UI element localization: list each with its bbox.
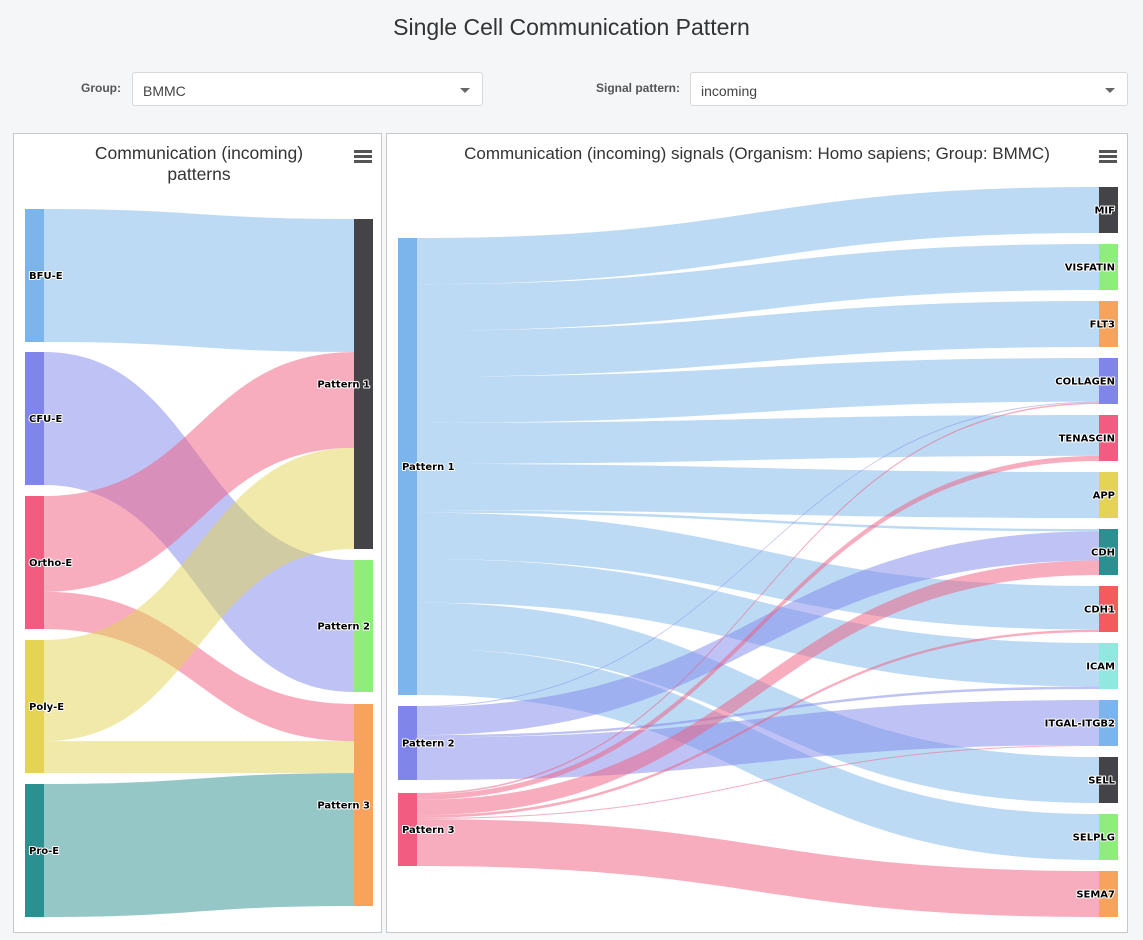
node-cdh1[interactable] <box>1099 586 1118 632</box>
signal-pattern-select-value: incoming <box>701 83 758 99</box>
node-label-app: APP <box>1093 491 1115 502</box>
node-label-flt3: FLT3 <box>1090 320 1115 331</box>
link-pattern-1-to-visfatin[interactable] <box>417 244 1099 331</box>
signals-chart-title: Communication (incoming) signals (Organi… <box>464 144 1050 163</box>
nodes-group <box>398 187 1118 917</box>
node-pattern-1[interactable] <box>398 238 417 695</box>
link-pattern-1-to-cdh[interactable] <box>417 510 1099 532</box>
node-label-itgal-itgb2: ITGAL-ITGB2 <box>1045 719 1115 730</box>
page-title: Single Cell Communication Pattern <box>393 14 750 40</box>
labels-group: Pattern 1 Pattern 2 Pattern 3 MIF VISFATIN FL… <box>401 205 1117 902</box>
node-label-pattern-1: Pattern 1 <box>402 462 455 473</box>
chevron-down-icon <box>1105 88 1115 93</box>
node-label-pattern-2: Pattern 2 <box>317 622 370 633</box>
link-pattern-1-to-flt3[interactable] <box>417 301 1099 377</box>
link-pattern-2-to-cdh[interactable] <box>417 531 1099 736</box>
node-tenascin[interactable] <box>1099 415 1118 461</box>
node-label-pattern-3: Pattern 3 <box>317 801 370 812</box>
node-cfu-e[interactable] <box>25 352 44 485</box>
patterns-chart-title: Communication (incoming) patterns <box>64 143 334 185</box>
signals-chart-panel: Pattern 1 Pattern 2 Pattern 3 MIF VISFATIN FL… <box>386 133 1128 933</box>
node-label-icam: ICAM <box>1086 662 1115 673</box>
node-label-sema7: SEMA7 <box>1076 890 1115 901</box>
links-group <box>44 209 354 917</box>
chart-menu-icon[interactable] <box>354 150 372 164</box>
node-collagen[interactable] <box>1099 358 1118 404</box>
node-sell[interactable] <box>1099 757 1118 803</box>
node-mif[interactable] <box>1099 187 1118 233</box>
node-label-poly-e: Poly-E <box>29 702 64 713</box>
links-group <box>417 187 1099 917</box>
node-icam[interactable] <box>1099 643 1118 689</box>
link-ortho-e-to-pattern-1[interactable] <box>44 352 354 592</box>
link-pattern-3-to-itgal-itgb2[interactable] <box>417 745 1099 820</box>
link-pattern-1-to-tenascin[interactable] <box>417 415 1099 464</box>
node-pro-e[interactable] <box>25 784 44 917</box>
link-poly-e-to-pattern-3[interactable] <box>44 741 354 774</box>
node-poly-e[interactable] <box>25 640 44 773</box>
link-cfu-e-to-pattern-2[interactable] <box>44 352 354 692</box>
patterns-chart-panel: BFU-E CFU-E Ortho-E Poly-E Pro-E Pattern 1 Pat… <box>13 133 382 933</box>
link-pattern-1-to-mif[interactable] <box>417 187 1099 285</box>
link-pattern-2-to-collagen[interactable] <box>417 401 1099 707</box>
link-bfu-e-to-pattern-1[interactable] <box>44 209 354 353</box>
node-flt3[interactable] <box>1099 301 1118 347</box>
link-pattern-3-to-sema7[interactable] <box>417 819 1099 917</box>
signal-pattern-select[interactable]: incoming <box>690 72 1128 106</box>
node-label-sell: SELL <box>1088 776 1115 787</box>
patterns-chart-title-line2: patterns <box>167 164 231 184</box>
nodes-group <box>25 209 373 917</box>
node-bfu-e[interactable] <box>25 209 44 342</box>
link-pattern-3-to-cdh[interactable] <box>417 560 1099 816</box>
node-selplg[interactable] <box>1099 814 1118 860</box>
node-visfatin[interactable] <box>1099 244 1118 290</box>
chart-menu-icon[interactable] <box>1099 150 1117 164</box>
node-label-visfatin: VISFATIN <box>1065 263 1115 274</box>
chevron-down-icon <box>460 88 470 93</box>
link-pattern-3-to-cdh1[interactable] <box>417 629 1099 819</box>
node-label-pro-e: Pro-E <box>29 846 59 857</box>
node-label-mif: MIF <box>1094 206 1115 217</box>
node-pattern-3[interactable] <box>398 793 417 866</box>
node-label-ortho-e: Ortho-E <box>29 558 72 569</box>
node-label-cdh: CDH <box>1091 548 1115 559</box>
node-label-cfu-e: CFU-E <box>29 414 62 425</box>
node-app[interactable] <box>1099 472 1118 518</box>
node-ortho-e[interactable] <box>25 496 44 629</box>
group-label: Group: <box>81 81 121 95</box>
node-pattern-2[interactable] <box>354 560 373 692</box>
node-label-pattern-2: Pattern 2 <box>402 739 455 750</box>
signal-pattern-label: Signal pattern: <box>596 81 681 95</box>
node-cdh[interactable] <box>1099 529 1118 575</box>
link-pattern-1-to-collagen[interactable] <box>417 358 1099 423</box>
node-sema7[interactable] <box>1099 871 1118 917</box>
link-poly-e-to-pattern-1[interactable] <box>44 447 354 742</box>
labels-group: BFU-E CFU-E Ortho-E Poly-E Pro-E Pattern 1 Pat… <box>28 270 371 858</box>
link-pattern-2-to-icam[interactable] <box>417 686 1099 738</box>
node-label-tenascin: TENASCIN <box>1059 434 1115 445</box>
node-label-pattern-3: Pattern 3 <box>402 825 455 836</box>
node-pattern-3[interactable] <box>354 704 373 906</box>
node-label-cdh1: CDH1 <box>1084 605 1115 616</box>
group-select-value: BMMC <box>143 83 186 99</box>
link-pattern-3-to-collagen[interactable] <box>417 402 1099 795</box>
link-pattern-1-to-app[interactable] <box>417 463 1099 518</box>
signals-sankey-chart: Pattern 1 Pattern 2 Pattern 3 MIF VISFATIN FL… <box>398 187 1118 917</box>
link-pattern-3-to-tenascin[interactable] <box>417 455 1099 800</box>
node-itgal-itgb2[interactable] <box>1099 700 1118 746</box>
patterns-sankey-chart: BFU-E CFU-E Ortho-E Poly-E Pro-E Pattern 1 Pat… <box>25 209 373 917</box>
patterns-chart-title-line1: Communication (incoming) <box>94 143 304 163</box>
group-select[interactable]: BMMC <box>132 72 483 106</box>
node-label-selplg: SELPLG <box>1073 833 1115 844</box>
node-label-collagen: COLLAGEN <box>1055 377 1115 388</box>
node-label-bfu-e: BFU-E <box>29 271 63 282</box>
node-label-pattern-1: Pattern 1 <box>317 380 370 391</box>
node-pattern-1[interactable] <box>354 219 373 549</box>
node-pattern-2[interactable] <box>398 706 417 780</box>
link-pro-e-to-pattern-3[interactable] <box>44 773 354 917</box>
